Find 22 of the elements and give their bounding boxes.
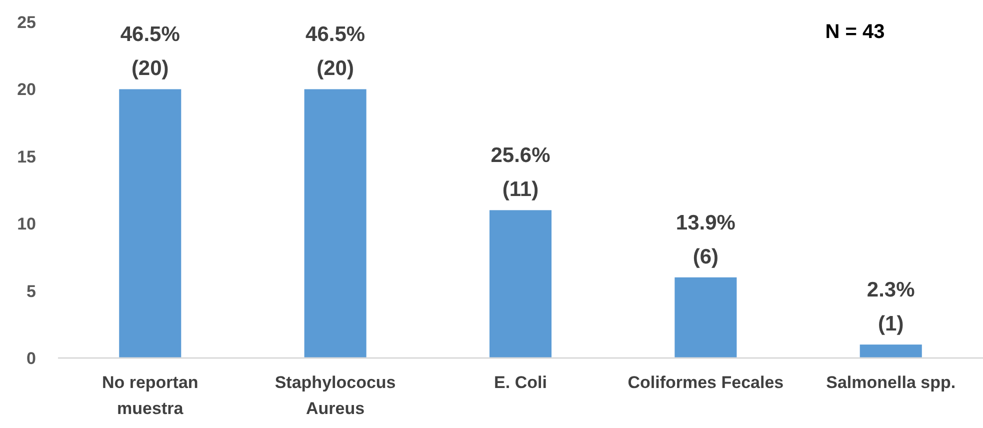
data-label: 13.9% (6) bbox=[676, 211, 736, 268]
bar bbox=[119, 89, 182, 358]
y-tick-label: 15 bbox=[17, 147, 36, 166]
bar bbox=[304, 89, 366, 358]
y-tick-label: 10 bbox=[17, 214, 36, 234]
x-tick-label: Coliformes Fecales bbox=[628, 373, 784, 392]
x-tick-label: Salmonella spp. bbox=[826, 373, 956, 392]
bar bbox=[674, 277, 737, 358]
x-tick-label: Staphylococus Aureus bbox=[274, 373, 396, 418]
data-label: 25.6% (11) bbox=[490, 144, 551, 202]
y-tick-label: 20 bbox=[17, 80, 36, 100]
x-tick-label: E. Coli bbox=[494, 373, 547, 392]
data-label: 46.5% (20) bbox=[306, 23, 366, 80]
y-tick-label: 5 bbox=[26, 282, 36, 301]
data-label: 46.5% (20) bbox=[120, 23, 180, 80]
data-label: 2.3% (1) bbox=[866, 278, 916, 336]
y-tick-label: 0 bbox=[26, 348, 36, 368]
y-tick-label: 25 bbox=[17, 12, 36, 32]
x-tick-label: No reportan muestra bbox=[102, 373, 198, 418]
bar bbox=[860, 344, 922, 358]
bar bbox=[489, 210, 552, 358]
annotation: N = 43 bbox=[825, 21, 885, 43]
